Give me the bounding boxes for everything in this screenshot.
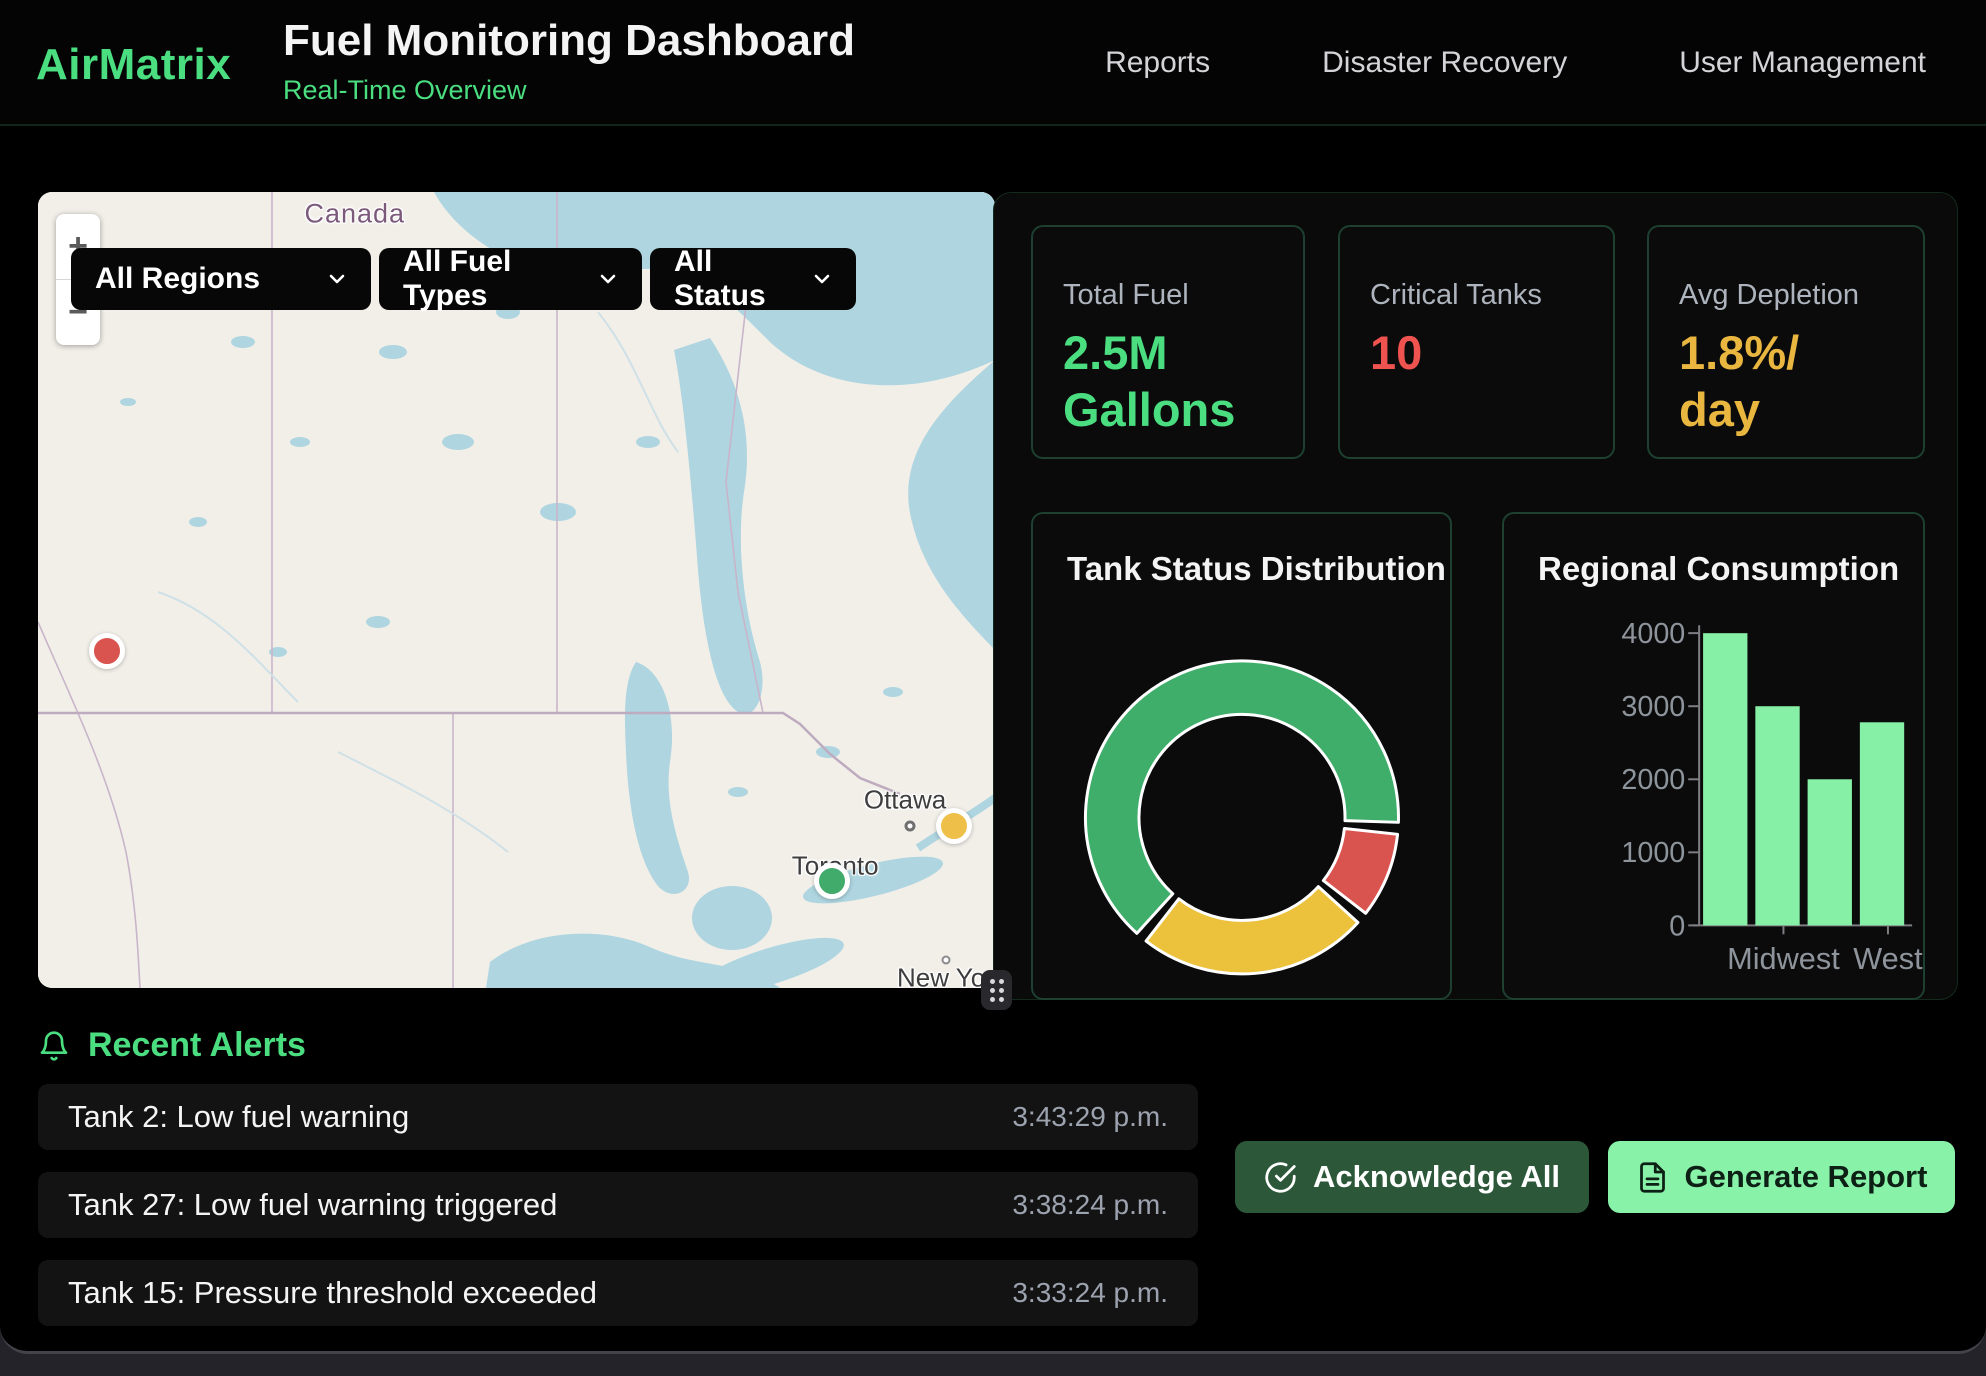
donut-chart bbox=[1084, 659, 1400, 976]
alert-row[interactable]: Tank 27: Low fuel warning triggered 3:38… bbox=[38, 1172, 1198, 1238]
map-filters: All Regions All Fuel Types All Status bbox=[71, 245, 856, 312]
alert-time: 3:43:29 p.m. bbox=[1012, 1101, 1168, 1132]
alert-text: Tank 27: Low fuel warning triggered bbox=[68, 1187, 558, 1222]
svg-text:0: 0 bbox=[1669, 910, 1685, 942]
alert-time: 3:38:24 p.m. bbox=[1012, 1189, 1168, 1220]
chart-title: Regional Consumption bbox=[1538, 550, 1900, 587]
page-subtitle: Real-Time Overview bbox=[283, 75, 527, 105]
stat-value: 10 bbox=[1370, 326, 1423, 379]
stat-label: Total Fuel bbox=[1063, 279, 1189, 311]
stat-card-total-fuel: Total Fuel 2.5M Gallons bbox=[1031, 225, 1305, 459]
map-canvas[interactable] bbox=[38, 192, 995, 988]
new-york-city-dot bbox=[941, 955, 951, 965]
svg-text:Midwest: Midwest bbox=[1727, 941, 1840, 976]
ottawa-city-dot bbox=[904, 820, 916, 832]
nav-item-user-management[interactable]: User Management bbox=[1679, 46, 1926, 79]
alert-row[interactable]: Tank 15: Pressure threshold exceeded 3:3… bbox=[38, 1260, 1198, 1326]
map-label-canada: Canada bbox=[304, 198, 406, 229]
stat-label: Critical Tanks bbox=[1370, 279, 1542, 311]
fuel-type-filter-dropdown[interactable]: All Fuel Types bbox=[379, 245, 642, 312]
page-title: Fuel Monitoring Dashboard bbox=[283, 16, 855, 65]
region-filter-dropdown[interactable]: All Regions bbox=[71, 248, 371, 310]
normal-tank-marker[interactable] bbox=[814, 863, 851, 900]
svg-text:West: West bbox=[1853, 941, 1923, 976]
app-logo: AirMatrix bbox=[36, 40, 232, 89]
map-label-ottawa: Ottawa bbox=[863, 784, 947, 815]
alert-row[interactable]: Tank 2: Low fuel warning 3:43:29 p.m. bbox=[38, 1084, 1198, 1150]
alerts-heading: Recent Alerts bbox=[38, 1026, 306, 1065]
generate-report-label: Generate Report bbox=[1684, 1159, 1928, 1194]
tank-status-chart-card: Tank Status Distribution bbox=[1031, 512, 1452, 1000]
resize-handle-icon[interactable] bbox=[981, 970, 1012, 1010]
chevron-down-icon bbox=[329, 274, 345, 284]
chevron-down-icon bbox=[814, 274, 830, 284]
nav-item-disaster-recovery[interactable]: Disaster Recovery bbox=[1322, 46, 1568, 79]
bar-chart: 0 1000 2000 3000 4000 Midwest West bbox=[1621, 618, 1923, 976]
file-text-icon bbox=[1639, 1161, 1665, 1193]
map-label-new-york: New York bbox=[897, 962, 995, 988]
generate-report-button[interactable]: Generate Report bbox=[1608, 1141, 1955, 1213]
acknowledge-all-label: Acknowledge All bbox=[1313, 1159, 1560, 1194]
alert-time: 3:33:24 p.m. bbox=[1012, 1277, 1168, 1308]
nav-item-reports[interactable]: Reports bbox=[1105, 46, 1211, 79]
bell-icon bbox=[40, 1030, 68, 1061]
acknowledge-all-button[interactable]: Acknowledge All bbox=[1235, 1141, 1589, 1213]
stat-label: Avg Depletion bbox=[1679, 279, 1860, 311]
main-nav: Reports Disaster Recovery User Managemen… bbox=[1105, 0, 1926, 126]
alerts-heading-label: Recent Alerts bbox=[88, 1026, 306, 1064]
map-panel: Canada Ottawa Toronto New York + − All R… bbox=[38, 192, 995, 988]
alert-text: Tank 15: Pressure threshold exceeded bbox=[68, 1275, 598, 1310]
check-circle-icon bbox=[1265, 1161, 1296, 1193]
chevron-down-icon bbox=[600, 274, 616, 284]
stat-value: 2.5M Gallons bbox=[1063, 326, 1236, 437]
critical-tank-marker[interactable] bbox=[88, 633, 125, 670]
stat-card-critical-tanks: Critical Tanks 10 bbox=[1338, 225, 1615, 459]
svg-text:2000: 2000 bbox=[1621, 764, 1685, 796]
title-block: Fuel Monitoring Dashboard Real-Time Over… bbox=[283, 16, 855, 106]
status-filter-dropdown[interactable]: All Status bbox=[650, 245, 856, 312]
header: AirMatrix Fuel Monitoring Dashboard Real… bbox=[0, 0, 1986, 126]
fuel-type-filter-value: All Fuel Types bbox=[403, 245, 512, 312]
stat-value: 1.8%/ day bbox=[1679, 326, 1800, 437]
warning-tank-marker[interactable] bbox=[935, 807, 972, 844]
region-filter-value: All Regions bbox=[95, 262, 261, 295]
svg-text:4000: 4000 bbox=[1621, 618, 1685, 650]
regional-consumption-chart-card: Regional Consumption 0 1000 2000 3000 4000 Mi… bbox=[1502, 512, 1925, 1000]
alert-text: Tank 2: Low fuel warning bbox=[68, 1099, 410, 1134]
chart-title: Tank Status Distribution bbox=[1067, 550, 1446, 587]
status-filter-value: All Status bbox=[674, 245, 766, 312]
svg-text:1000: 1000 bbox=[1621, 837, 1685, 869]
stat-card-avg-depletion: Avg Depletion 1.8%/ day bbox=[1647, 225, 1925, 459]
svg-text:3000: 3000 bbox=[1621, 691, 1685, 723]
